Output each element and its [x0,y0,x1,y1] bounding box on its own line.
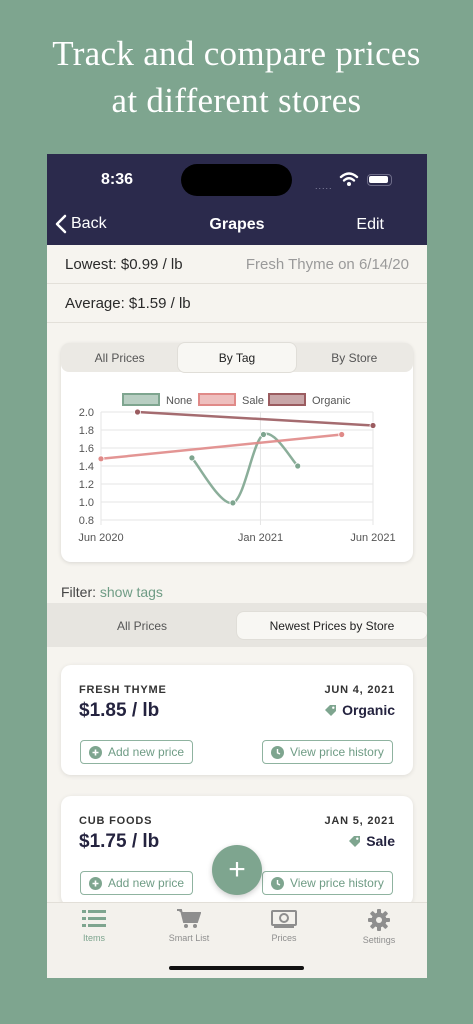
lowest-price: Lowest: $0.99 / lb [65,255,183,273]
show-tags-link[interactable]: show tags [99,584,163,600]
price-chart: 2.0 1.8 1.6 1.4 1.2 1.0 0.8 Jun 2020 Jan 2021 Jun… [78,393,396,544]
x-tick-label: Jun 2020 [78,532,123,544]
y-tick-label: 1.0 [79,497,94,509]
price-amount: $1.85 / lb [79,700,160,721]
y-tick-label: 1.8 [79,425,94,437]
lowest-price-source: Fresh Thyme on 6/14/20 [245,255,409,273]
price-card: FRESH THYME JUN 4, 2021 $1.85 / lb Organ… [61,665,413,775]
chevron-left-icon [55,214,67,234]
plus-circle-icon [89,876,102,890]
back-label: Back [71,215,107,232]
x-tick-label: Jun 2021 [350,532,395,544]
legend-swatch [122,393,160,406]
tab-newest-by-store[interactable]: Newest Prices by Store [237,612,427,639]
signal-icon: ..... [315,181,333,191]
legend-label: Sale [242,395,264,407]
list-tabs: All Prices Newest Prices by Store [47,612,427,639]
data-point [229,499,237,507]
dynamic-island [181,164,292,196]
price-date: JUN 4, 2021 [324,684,395,696]
data-point [260,431,267,438]
clock-icon [271,876,284,890]
filter-label: Filter: [61,584,96,600]
y-tick-label: 2.0 [79,407,94,419]
tag-icon [325,704,337,716]
tab-by-tag[interactable]: By Tag [178,343,296,372]
price-date: JAN 5, 2021 [324,815,395,827]
series-line [137,410,374,427]
view-price-history-button[interactable]: View price history [262,871,393,895]
battery-icon [367,174,392,186]
price-amount: $1.75 / lb [79,831,160,852]
data-point [134,408,141,416]
price-tag: Sale [348,833,395,849]
wifi-icon [339,172,359,186]
edit-button[interactable]: Edit [356,216,384,233]
legend-swatch [198,393,236,406]
series-line [100,433,342,461]
clock-icon [271,745,284,759]
average-price-row: Average: $1.59 / lb [47,284,427,323]
headline-line-2: at different stores [111,81,362,120]
money-icon [271,910,297,928]
price-tag: Organic [324,702,395,718]
legend-label: None [166,395,192,407]
back-button[interactable]: Back [55,214,107,234]
tab-all-prices[interactable]: All Prices [94,350,145,365]
plus-circle-icon [89,745,102,759]
data-point [369,422,377,429]
list-icon [82,910,106,927]
legend-swatch [268,393,306,406]
add-price-fab[interactable]: + [212,845,262,895]
y-tick-label: 1.2 [79,479,94,491]
y-tick-label: 1.6 [79,443,94,455]
tag-label: Sale [366,833,395,849]
average-price: Average: $1.59 / lb [65,294,191,312]
phone-screen: 8:36 ..... Back Grapes Edit Lowest: $0.9… [47,154,427,978]
tab-prices-label: Prices [271,933,297,943]
add-new-price-button[interactable]: Add new price [80,871,194,895]
home-indicator [169,966,304,970]
chart-card: All Prices By Tag By Store 2.0 1.8 1.6 1.4 1… [61,343,413,562]
series-line [190,432,299,505]
view-price-history-label: View price history [290,876,384,890]
tag-label: Organic [342,702,395,718]
add-new-price-label: Add new price [108,745,185,759]
tab-by-store[interactable]: By Store [331,350,378,365]
headline-line-1: Track and compare prices [52,34,421,73]
y-tick-label: 0.8 [79,515,94,527]
view-price-history-label: View price history [290,745,384,759]
tab-items[interactable]: Items [54,909,134,943]
tag-icon [349,835,361,847]
tab-smart-list[interactable]: Smart List [149,909,229,943]
chart-tabs: All Prices By Tag By Store [61,343,413,372]
tab-items-label: Items [82,933,105,943]
add-new-price-button[interactable]: Add new price [80,740,194,764]
tab-prices[interactable]: Prices [244,909,324,943]
x-tick-label: Jan 2021 [238,532,283,544]
filter-row: Filter: show tags [61,584,163,600]
tab-list-all-prices[interactable]: All Prices [116,618,167,633]
tab-smart-list-label: Smart List [168,933,210,943]
tab-bar: Items Smart List Prices [47,902,427,978]
data-point [97,455,105,463]
list-toggle-bar: All Prices Newest Prices by Store [47,603,427,647]
status-time: 8:36 [101,171,134,188]
tab-settings-label: Settings [362,935,396,945]
lowest-price-row: Lowest: $0.99 / lb Fresh Thyme on 6/14/2… [47,245,427,284]
promo-headline: Track and compare prices at different st… [0,30,473,124]
legend-label: Organic [312,395,351,407]
add-new-price-label: Add new price [108,876,185,890]
cart-icon [177,909,201,928]
y-tick-label: 1.4 [79,461,94,473]
top-bar: 8:36 ..... Back Grapes Edit [47,154,427,245]
store-name: CUB FOODS [79,815,153,827]
data-point [294,462,302,470]
data-point [338,431,346,438]
data-point [188,454,196,462]
store-name: FRESH THYME [79,684,167,696]
gear-icon [368,909,390,931]
view-price-history-button[interactable]: View price history [262,740,393,764]
tab-settings[interactable]: Settings [339,909,419,945]
